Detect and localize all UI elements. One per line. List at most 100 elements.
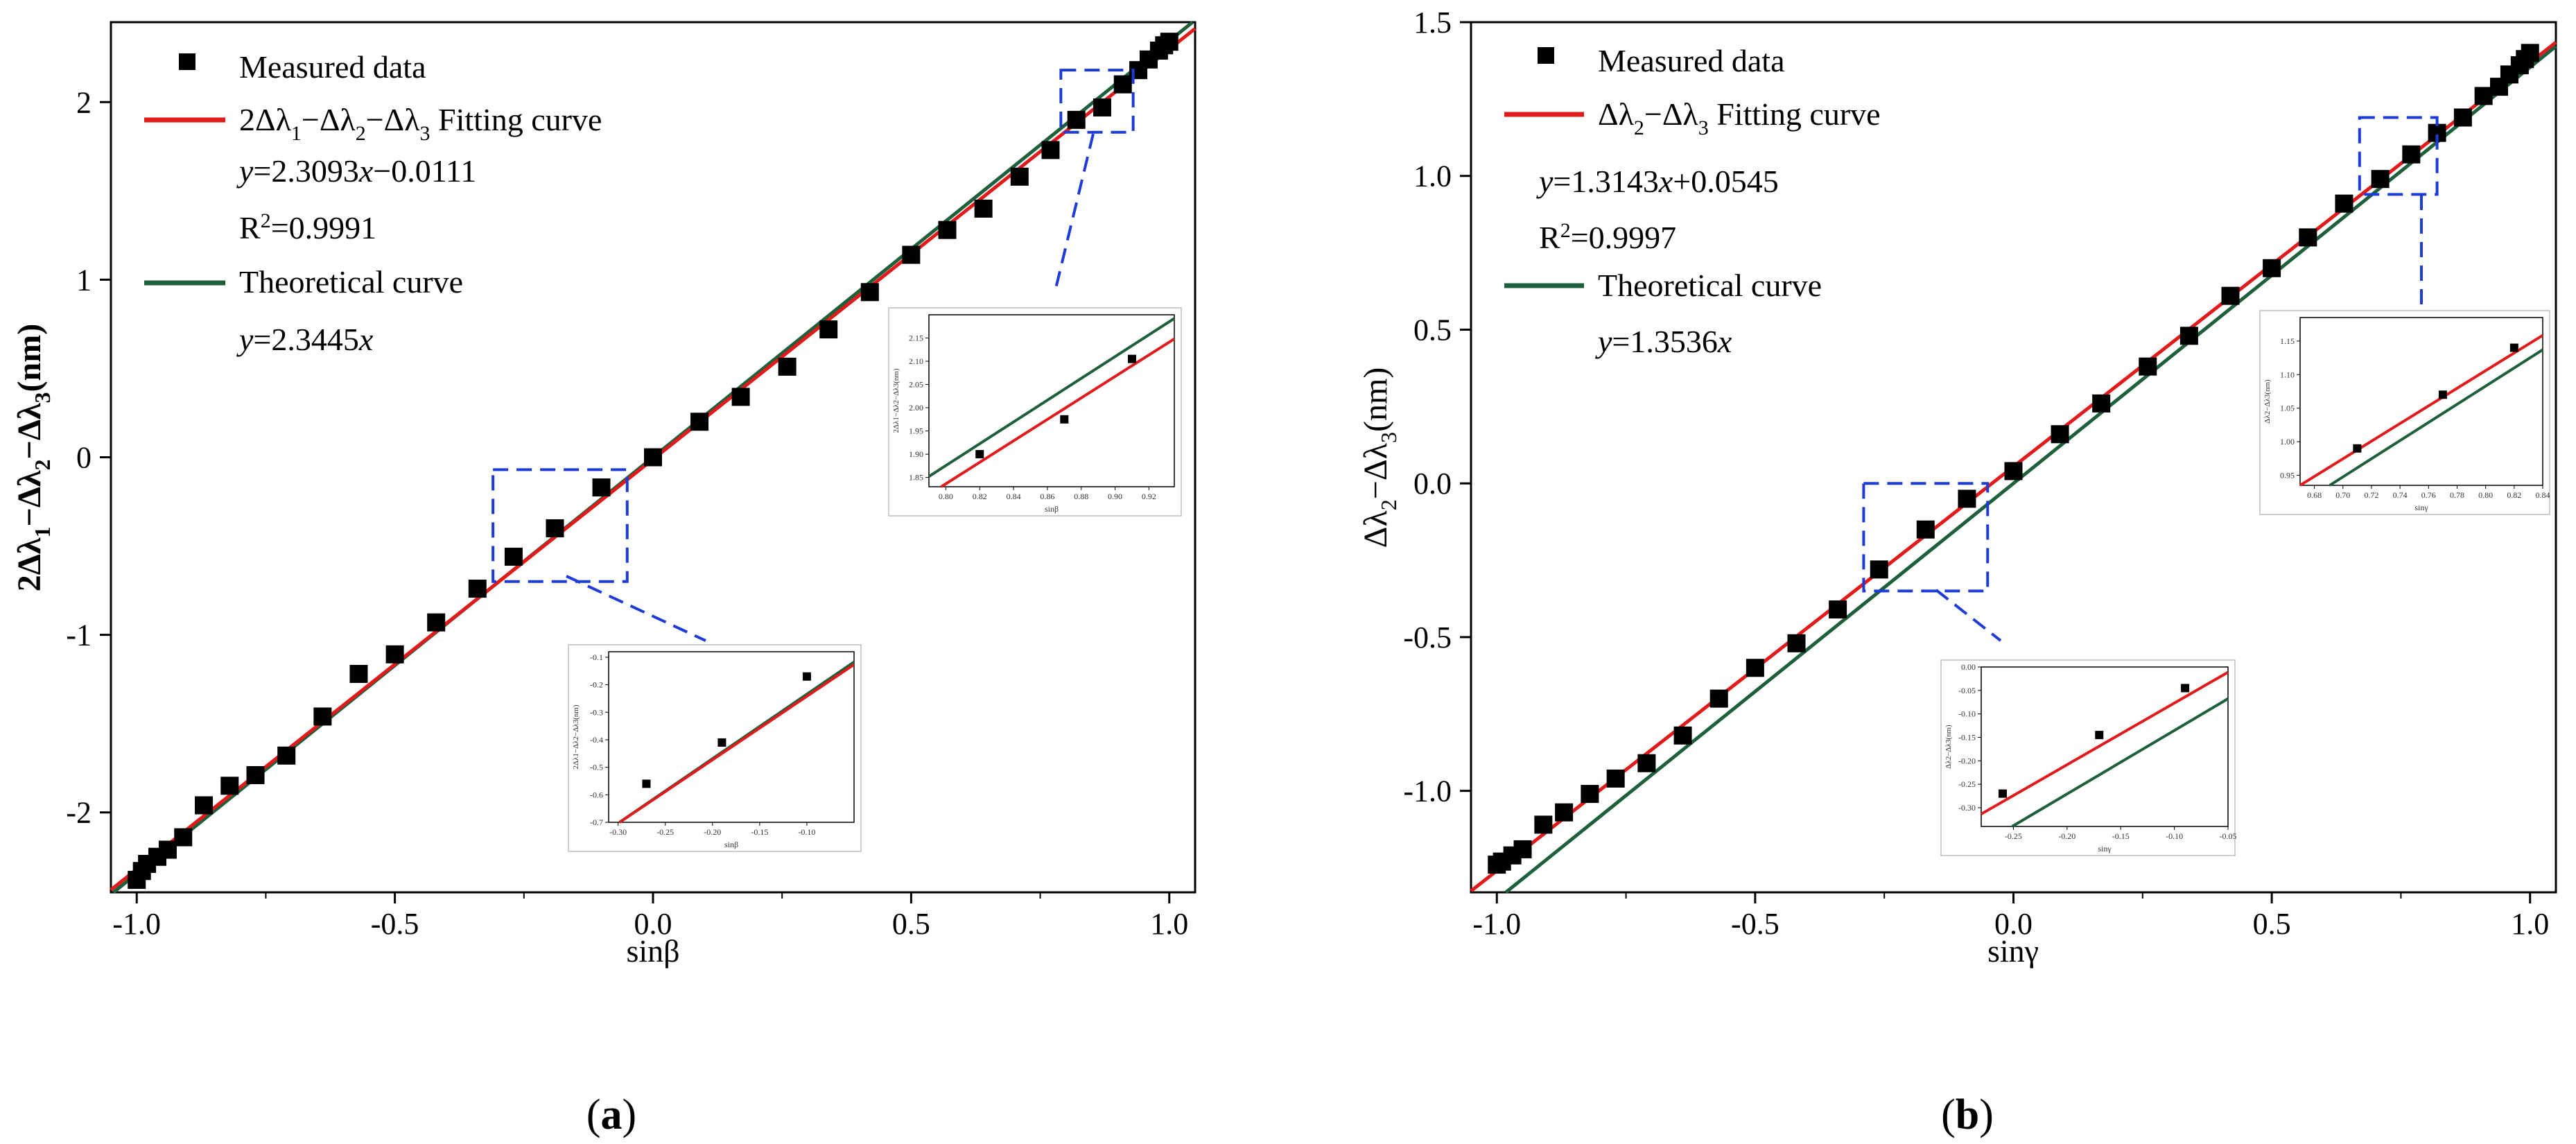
legend-fit-equation: y=2.3093x−0.0111 [236,153,476,189]
measured-point [1067,110,1086,129]
legend-measured-label: Measured data [239,49,426,85]
zoom-box [1059,69,1135,134]
inset-point [717,738,726,747]
inset-y-tick-label: -0.4 [590,735,603,745]
inset-y-tick-label: 0.00 [1961,662,1976,672]
inset-x-tick-label: 0.86 [1040,492,1054,501]
zoom-box [491,468,629,583]
inset-y-tick-label: -0.1 [590,652,603,662]
measured-point [2221,286,2240,305]
inset-x-axis-label: sinγ [2098,844,2112,853]
zoom-connectors-b [1935,195,2423,642]
x-tick-label: 1.0 [1150,907,1188,941]
measured-point [860,283,879,302]
measured-point [158,840,177,859]
legend-b: Measured data Δλ2−Δλ3 Fitting curve y=1.… [1504,43,1881,359]
measured-point [1637,754,1656,772]
measured-point [1958,489,1976,508]
inset-y-tick-label: -0.20 [1958,756,1976,765]
inset-y-tick-label: 2.10 [909,356,923,366]
inset-chart-a-left: -0.30 -0.25 -0.20 -0.15 -0.10 -0.7 -0.6 -0.5 -0.… [568,644,862,852]
measured-point [778,357,797,376]
inset-y-tick-label: 0.95 [2280,470,2295,480]
measured-point [2004,462,2023,480]
legend-theory-equation: y=2.3445x [236,322,374,357]
inset-x-tick-label: 0.82 [973,492,987,501]
measured-point [504,547,523,566]
inset-y-tick-label: -0.2 [590,680,603,690]
inset-y-axis-label: Δλ2−Δλ3(nm) [2263,379,2272,424]
measured-point [2453,108,2472,127]
inset-x-tick-label: -0.05 [2220,831,2237,841]
inset-point [642,779,651,788]
inset-y-tick-label: -0.6 [590,790,603,799]
measured-point [1534,815,1553,834]
measured-point [1787,634,1806,652]
measured-point [1916,520,1935,539]
measured-point [1113,75,1132,94]
y-tick-label: 1 [76,263,92,297]
legend-a: Measured data 2Δλ1−Δλ2−Δλ3 Fitting curve… [144,49,602,357]
inset-fitting-line [1981,670,2229,815]
y-tick-label: 0.0 [1413,467,1452,501]
inset-chart-b-right: 0.68 0.70 0.72 0.74 0.76 0.78 0.80 0.82 0.84 0.95… [2259,310,2550,515]
inset-y-tick-label: 1.95 [909,426,923,436]
y-axis-label-b: Δλ2−Δλ3(nm) [1357,367,1401,548]
inset-y-tick-label: 1.00 [2280,437,2295,447]
measured-point [938,220,957,239]
inset-point [1998,789,2007,798]
measured-point [427,613,446,632]
panel-label-b: (b) [1941,1091,1994,1138]
inset-point [2438,390,2447,399]
x-tick-label: -0.5 [371,907,419,941]
inset-x-tick-label: 0.80 [2478,490,2493,500]
legend-theory-equation: y=1.3536x [1595,324,1732,359]
legend-measured-label: Measured data [1598,43,1785,78]
inset-point [802,672,811,681]
inset-point [2095,731,2104,740]
inset-y-tick-label: -0.7 [590,817,603,827]
inset-x-tick-label: 0.84 [2536,490,2550,500]
inset-point [1127,354,1136,363]
zoom-box [1862,482,1990,593]
inset-chart-b-left: -0.25 -0.20 -0.15 -0.10 -0.05 -0.30 -0.25 -0.20… [1940,659,2237,856]
legend-fit-r2: R2=0.9997 [1539,219,1676,255]
zoom-connector [566,575,706,642]
x-tick-label: 0.0 [634,907,672,941]
x-tick-label: 0.5 [2253,907,2291,941]
inset-y-tick-label: -0.3 [590,707,603,717]
inset-x-tick-label: 0.88 [1074,492,1088,501]
measured-point [731,388,750,406]
inset-y-axis-label: 2Δλ1−Δλ2−Δλ3(nm) [892,368,900,433]
inset-point [2509,343,2518,352]
inset-x-tick-label: 0.70 [2335,490,2350,500]
measured-point [246,765,265,784]
inset-x-tick-label: 0.68 [2307,490,2322,500]
measured-point [2474,87,2493,105]
inset-y-tick-label: 2.05 [909,380,923,390]
y-tick-label: 1.0 [1413,159,1452,193]
measured-point [174,828,193,847]
y-tick-label: 1.5 [1413,6,1452,40]
measured-point [1513,840,1532,858]
zoom-connectors-a [566,133,1095,642]
x-tick-label: -1.0 [112,907,161,941]
inset-point [1060,415,1069,424]
inset-fitting-line [2299,333,2544,487]
x-tick-label: 1.0 [2511,907,2549,941]
measured-point [974,199,993,218]
inset-x-tick-label: -0.15 [2112,831,2130,841]
inset-frame [1981,666,2229,827]
inset-x-axis-label: sinβ [1045,504,1059,514]
x-axis-label-b: sinγ [1987,933,2039,969]
measured-point [1555,803,1574,822]
inset-y-tick-label: -0.15 [1958,732,1976,742]
measured-point [902,245,921,264]
inset-x-tick-label: 0.92 [1142,492,1156,501]
inset-y-tick-label: 1.90 [909,449,923,459]
measured-point [2371,170,2390,189]
axis-ticks-b: -1.0 -0.5 0.0 0.5 1.0 -1.0 -0.5 0.0 0.5 1.0 1.5 [1403,6,2549,941]
inset-x-tick-label: 0.74 [2393,490,2408,500]
legend-theory-label: Theoretical curve [239,264,463,300]
